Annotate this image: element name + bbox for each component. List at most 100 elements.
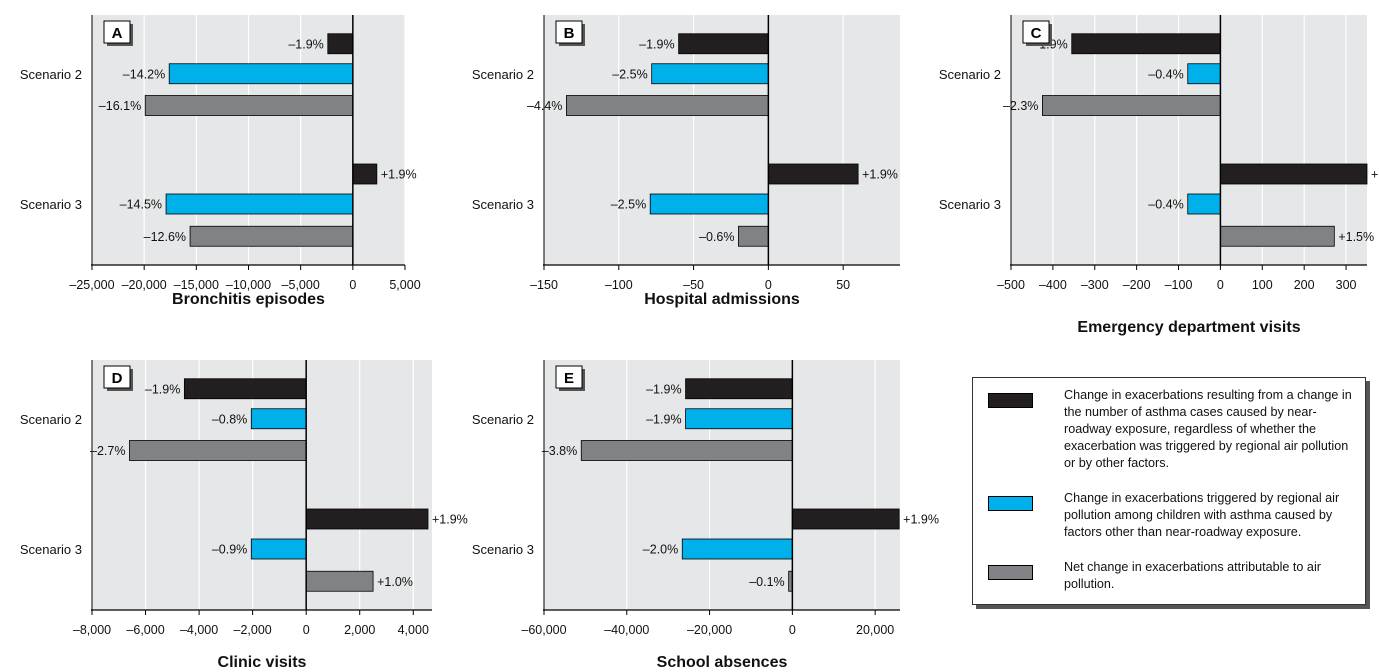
category-label: Scenario 3: [472, 542, 534, 557]
data-label: +1.9%: [903, 513, 939, 527]
bar: [649, 193, 769, 215]
x-tick-label: 4,000: [398, 623, 429, 637]
data-label: –14.2%: [123, 67, 165, 81]
data-label: –0.4%: [1148, 198, 1183, 212]
x-tick-label: –8,000: [73, 623, 111, 637]
bar: [250, 408, 307, 430]
data-label: –0.9%: [212, 543, 247, 557]
x-tick-label: 50: [836, 278, 850, 292]
bar: [681, 538, 793, 560]
category-label: Scenario 3: [20, 197, 82, 212]
bar: [767, 163, 859, 185]
data-label: –12.6%: [144, 230, 186, 244]
legend-swatch-blue: [988, 496, 1033, 511]
data-label: –0.1%: [749, 575, 784, 589]
bar: [165, 193, 354, 215]
axis-title: Hospital admissions: [644, 291, 800, 308]
x-tick-label: 300: [1336, 278, 1357, 292]
legend-box: Change in exacerbations resulting from a…: [972, 377, 1366, 605]
x-tick-label: –25,000: [69, 278, 114, 292]
axis-title: School absences: [657, 654, 788, 671]
data-label: –1.9%: [646, 412, 681, 426]
bar: [1042, 95, 1221, 116]
data-label: –2.3%: [1003, 99, 1038, 113]
panel-a: –1.9% –14.2% –16.1% Scenario 2 +1.9% –14.5% –1…: [20, 15, 421, 308]
bar: [129, 440, 307, 461]
bar: [566, 95, 769, 116]
plot-area: [544, 15, 900, 265]
bar: [580, 440, 793, 461]
panel-d: –1.9% –0.8% –2.7% Scenario 2 +1.9% –0.9% +1.0%…: [20, 360, 468, 671]
bar: [1187, 63, 1221, 85]
x-tick-label: 2,000: [344, 623, 375, 637]
panel-letter: B: [564, 25, 575, 42]
data-label: –3.8%: [542, 444, 577, 458]
data-label: +1.0%: [377, 575, 413, 589]
x-tick-label: 0: [789, 623, 796, 637]
bar: [685, 408, 793, 430]
x-tick-label: 100: [1252, 278, 1273, 292]
bar: [144, 95, 354, 116]
bar: [327, 33, 354, 55]
bar: [305, 508, 429, 530]
bar: [678, 33, 769, 55]
x-tick-label: –4,000: [180, 623, 218, 637]
x-tick-label: –20,000: [687, 623, 732, 637]
x-tick-label: 0: [1217, 278, 1224, 292]
data-label: +1.9%: [862, 168, 898, 182]
x-tick-label: –150: [530, 278, 558, 292]
data-label: +1.9%: [381, 168, 417, 182]
x-tick-label: 5,000: [389, 278, 420, 292]
category-label: Scenario 3: [20, 542, 82, 557]
panel-letter-box: [555, 20, 583, 44]
data-label: –2.5%: [612, 67, 647, 81]
data-label: +1.5%: [1338, 230, 1374, 244]
data-label: –2.0%: [643, 543, 678, 557]
x-tick-label: –100: [1165, 278, 1193, 292]
data-label: –1.9%: [288, 37, 323, 51]
x-tick-label: –10,000: [226, 278, 271, 292]
legend-swatch-gray: [988, 565, 1033, 580]
x-tick-label: 0: [303, 623, 310, 637]
x-tick-label: –5,000: [282, 278, 320, 292]
bar: [1187, 193, 1221, 215]
category-label: Scenario 2: [472, 67, 534, 82]
bar: [791, 508, 900, 530]
x-tick-label: –2,000: [234, 623, 272, 637]
legend-text: Change in exacerbations resulting from a…: [1064, 388, 1352, 470]
x-tick-label: –20,000: [122, 278, 167, 292]
data-label: –2.7%: [90, 444, 125, 458]
x-tick-label: –200: [1123, 278, 1151, 292]
data-label: –0.6%: [699, 230, 734, 244]
bar: [1220, 163, 1368, 185]
panel-letter-box: [103, 20, 131, 44]
x-tick-label: –100: [605, 278, 633, 292]
data-label: +1.9%: [432, 513, 468, 527]
panel-letter-box: [555, 365, 583, 389]
axis-title: Bronchitis episodes: [172, 291, 325, 308]
x-tick-label: –500: [997, 278, 1025, 292]
bar: [183, 378, 307, 400]
bar: [168, 63, 354, 85]
panel-e: –1.9% –1.9% –3.8% Scenario 2 +1.9% –2.0% –0.1%…: [472, 360, 939, 671]
category-label: Scenario 3: [939, 197, 1001, 212]
x-tick-label: –60,000: [521, 623, 566, 637]
plot-area: [1011, 15, 1367, 265]
bar: [685, 378, 793, 400]
data-label: –1.9%: [646, 382, 681, 396]
data-label: –1.9%: [639, 37, 674, 51]
plot-area: [544, 360, 900, 610]
data-label: –14.5%: [120, 198, 162, 212]
x-tick-label: 20,000: [856, 623, 894, 637]
legend-text: Change in exacerbations triggered by reg…: [1064, 491, 1340, 539]
bar: [250, 538, 307, 560]
data-label: –4.4%: [527, 99, 562, 113]
x-tick-label: –300: [1081, 278, 1109, 292]
x-tick-label: 0: [765, 278, 772, 292]
category-label: Scenario 2: [472, 412, 534, 427]
panel-letter: C: [1031, 25, 1042, 42]
legend: Change in exacerbations resulting from a…: [972, 377, 1372, 612]
data-label: –0.8%: [212, 412, 247, 426]
x-tick-label: –6,000: [126, 623, 164, 637]
